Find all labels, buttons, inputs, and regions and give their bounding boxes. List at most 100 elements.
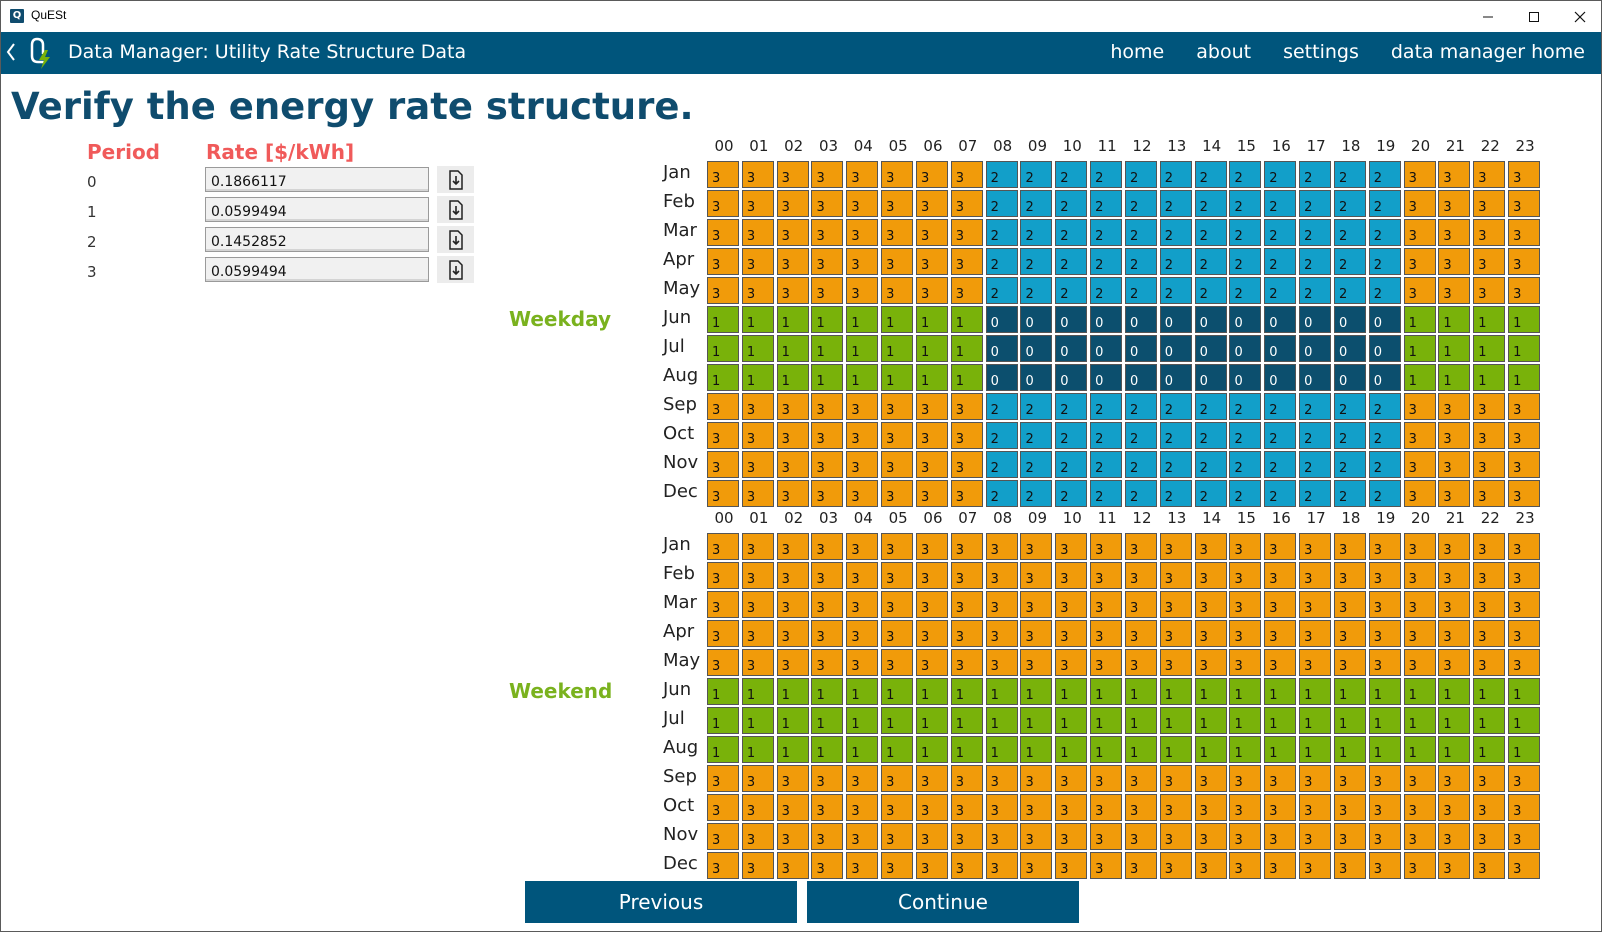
schedule-cell[interactable]: 1 <box>985 678 1018 705</box>
schedule-cell[interactable]: 1 <box>1403 364 1436 391</box>
schedule-cell[interactable]: 3 <box>741 422 774 449</box>
schedule-cell[interactable]: 2 <box>1299 451 1332 478</box>
schedule-cell[interactable]: 3 <box>915 422 948 449</box>
schedule-cell[interactable]: 3 <box>1090 765 1123 792</box>
schedule-cell[interactable]: 3 <box>1403 422 1436 449</box>
schedule-cell[interactable]: 3 <box>846 451 879 478</box>
schedule-cell[interactable]: 2 <box>1090 422 1123 449</box>
schedule-cell[interactable]: 1 <box>846 707 879 734</box>
schedule-cell[interactable]: 3 <box>1333 591 1366 618</box>
schedule-cell[interactable]: 3 <box>1403 161 1436 188</box>
schedule-cell[interactable]: 3 <box>1090 794 1123 821</box>
schedule-cell[interactable]: 2 <box>1229 480 1262 507</box>
schedule-cell[interactable]: 3 <box>1020 620 1053 647</box>
schedule-cell[interactable]: 3 <box>1299 852 1332 879</box>
schedule-cell[interactable]: 3 <box>985 823 1018 850</box>
schedule-cell[interactable]: 1 <box>881 736 914 763</box>
schedule-cell[interactable]: 0 <box>1299 364 1332 391</box>
schedule-cell[interactable]: 1 <box>776 335 809 362</box>
schedule-cell[interactable]: 3 <box>1229 765 1262 792</box>
schedule-cell[interactable]: 3 <box>1264 562 1297 589</box>
schedule-cell[interactable]: 1 <box>1124 736 1157 763</box>
schedule-cell[interactable]: 3 <box>1194 562 1227 589</box>
schedule-cell[interactable]: 3 <box>1508 533 1541 560</box>
schedule-cell[interactable]: 2 <box>1333 277 1366 304</box>
schedule-cell[interactable]: 3 <box>881 649 914 676</box>
schedule-cell[interactable]: 1 <box>741 335 774 362</box>
schedule-cell[interactable]: 3 <box>776 161 809 188</box>
schedule-cell[interactable]: 2 <box>1090 219 1123 246</box>
schedule-cell[interactable]: 1 <box>1020 736 1053 763</box>
schedule-cell[interactable]: 3 <box>985 765 1018 792</box>
schedule-cell[interactable]: 3 <box>1473 248 1506 275</box>
schedule-cell[interactable]: 3 <box>741 480 774 507</box>
rate-save-button-1[interactable] <box>437 196 474 223</box>
schedule-cell[interactable]: 3 <box>1508 393 1541 420</box>
schedule-cell[interactable]: 3 <box>1473 190 1506 217</box>
schedule-cell[interactable]: 3 <box>1194 823 1227 850</box>
schedule-cell[interactable]: 3 <box>1368 649 1401 676</box>
schedule-cell[interactable]: 2 <box>1124 277 1157 304</box>
schedule-cell[interactable]: 3 <box>1508 591 1541 618</box>
schedule-cell[interactable]: 3 <box>707 248 739 275</box>
schedule-cell[interactable]: 2 <box>985 161 1018 188</box>
schedule-cell[interactable]: 1 <box>707 364 739 391</box>
schedule-cell[interactable]: 2 <box>985 248 1018 275</box>
schedule-cell[interactable]: 3 <box>1438 219 1471 246</box>
schedule-cell[interactable]: 3 <box>1090 591 1123 618</box>
schedule-cell[interactable]: 2 <box>985 190 1018 217</box>
schedule-cell[interactable]: 3 <box>776 422 809 449</box>
schedule-cell[interactable]: 3 <box>881 533 914 560</box>
schedule-cell[interactable]: 3 <box>1264 765 1297 792</box>
schedule-cell[interactable]: 0 <box>1020 335 1053 362</box>
schedule-cell[interactable]: 3 <box>1438 277 1471 304</box>
schedule-cell[interactable]: 3 <box>1508 562 1541 589</box>
schedule-cell[interactable]: 2 <box>985 480 1018 507</box>
schedule-cell[interactable]: 3 <box>915 765 948 792</box>
schedule-cell[interactable]: 1 <box>1299 707 1332 734</box>
schedule-cell[interactable]: 3 <box>985 533 1018 560</box>
schedule-cell[interactable]: 3 <box>811 620 844 647</box>
schedule-cell[interactable]: 1 <box>707 306 739 333</box>
schedule-cell[interactable]: 3 <box>846 480 879 507</box>
schedule-cell[interactable]: 1 <box>1368 736 1401 763</box>
schedule-cell[interactable]: 3 <box>1473 794 1506 821</box>
schedule-cell[interactable]: 3 <box>1264 533 1297 560</box>
schedule-cell[interactable]: 3 <box>1229 620 1262 647</box>
schedule-cell[interactable]: 3 <box>950 765 983 792</box>
schedule-cell[interactable]: 2 <box>1090 190 1123 217</box>
schedule-cell[interactable]: 3 <box>776 649 809 676</box>
schedule-cell[interactable]: 3 <box>1403 620 1436 647</box>
schedule-cell[interactable]: 1 <box>1264 678 1297 705</box>
schedule-cell[interactable]: 3 <box>1055 533 1088 560</box>
schedule-cell[interactable]: 3 <box>1403 794 1436 821</box>
schedule-cell[interactable]: 3 <box>1124 649 1157 676</box>
schedule-cell[interactable]: 3 <box>707 852 739 879</box>
schedule-cell[interactable]: 3 <box>881 277 914 304</box>
schedule-cell[interactable]: 3 <box>1368 823 1401 850</box>
schedule-cell[interactable]: 1 <box>881 335 914 362</box>
schedule-cell[interactable]: 2 <box>1159 451 1192 478</box>
schedule-cell[interactable]: 3 <box>1264 823 1297 850</box>
schedule-cell[interactable]: 1 <box>1508 707 1541 734</box>
schedule-cell[interactable]: 3 <box>1020 765 1053 792</box>
schedule-cell[interactable]: 1 <box>811 306 844 333</box>
schedule-cell[interactable]: 1 <box>1508 335 1541 362</box>
schedule-cell[interactable]: 3 <box>950 393 983 420</box>
schedule-cell[interactable]: 3 <box>1368 591 1401 618</box>
schedule-cell[interactable]: 1 <box>1229 736 1262 763</box>
schedule-cell[interactable]: 3 <box>950 591 983 618</box>
schedule-cell[interactable]: 3 <box>741 533 774 560</box>
schedule-cell[interactable]: 1 <box>950 736 983 763</box>
schedule-cell[interactable]: 1 <box>1473 335 1506 362</box>
schedule-cell[interactable]: 1 <box>811 736 844 763</box>
schedule-cell[interactable]: 2 <box>1194 393 1227 420</box>
schedule-cell[interactable]: 1 <box>881 306 914 333</box>
schedule-cell[interactable]: 0 <box>1299 335 1332 362</box>
schedule-cell[interactable]: 3 <box>1438 794 1471 821</box>
schedule-cell[interactable]: 2 <box>1194 190 1227 217</box>
schedule-cell[interactable]: 3 <box>950 852 983 879</box>
schedule-cell[interactable]: 2 <box>1159 480 1192 507</box>
schedule-cell[interactable]: 3 <box>1055 794 1088 821</box>
schedule-cell[interactable]: 2 <box>1368 451 1401 478</box>
